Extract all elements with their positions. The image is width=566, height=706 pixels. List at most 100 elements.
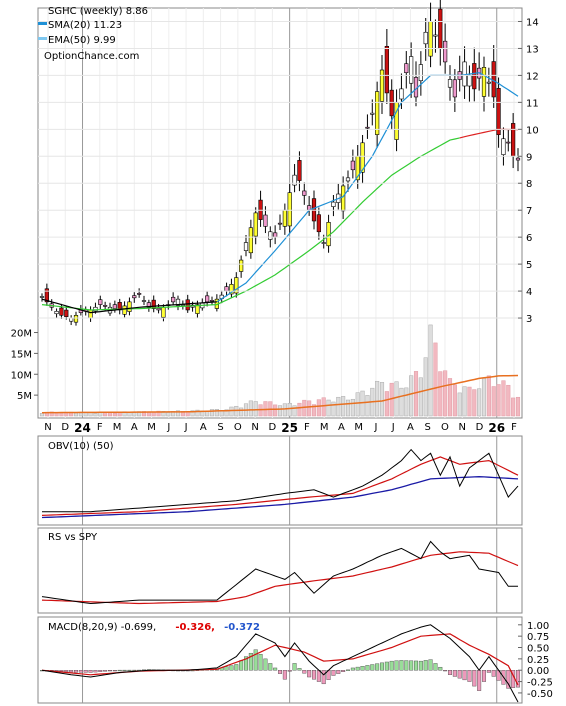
price-tick-label: 10 [526,125,539,136]
macd-hist-bar [428,659,433,671]
volume-bar [491,386,496,417]
price-tick-label: 6 [526,233,532,244]
macd-hist-bar [273,667,278,671]
macd-hist-bar [394,660,399,671]
candle-body [292,174,297,186]
macd-hist-bar [447,670,453,675]
candle-body [297,160,302,181]
x-label: S [425,422,431,433]
candle-body [137,293,142,295]
volume-bar [418,377,423,417]
candle-body [365,126,370,129]
x-label: O [234,422,242,433]
macd-hist-bar [360,666,365,671]
candle-body [282,209,287,227]
macd-hist-bar [481,670,487,682]
x-label: N [44,422,51,433]
volume-bar [511,397,516,417]
volume-bar [214,409,219,417]
x-axis-labels: N D 24 F M A M J J A S O N D 25 F M A M J J A S O N D 26 F [44,421,517,435]
macd-hist-bar [117,669,122,672]
macd-hist-bar [107,670,113,672]
candle-body [515,157,521,161]
macd-hist-bar [375,663,380,671]
volume-bar [209,409,215,417]
x-label: J [166,422,170,433]
volume-bar [447,378,453,417]
volume-bar [277,405,283,417]
x-label: A [407,422,414,433]
price-tick-label: 7 [526,206,532,217]
candle-body [443,40,448,63]
candle-body [433,34,438,37]
price-axis-ticks: 14 13 12 11 10 9 8 7 6 5 4 3 [38,17,539,325]
candle-body [302,190,307,196]
candle-body [399,88,404,100]
x-label: J [373,422,377,433]
x-label: A [131,422,138,433]
candle-body [481,67,487,97]
price-tick-label: 9 [526,152,532,163]
macd-hist-bar [224,666,229,671]
macd-tick-label: -0.50 [527,689,553,700]
rs-grid [82,528,498,613]
volume-bar [253,401,258,417]
volume-bar [292,405,297,417]
candle-body [54,310,59,315]
volume-bar [409,375,414,417]
candle-body [316,214,321,233]
candle-body [59,307,64,316]
volume-bar [486,375,491,417]
macd-hist-bar [122,669,127,672]
volume-bar [515,396,521,417]
macd-hist-bar [83,670,88,673]
volume-bar [375,380,380,417]
candle-body [234,277,239,294]
volume-bar [59,412,64,417]
price-tick-label: 3 [526,314,532,325]
candle-body [404,63,409,74]
volume-tick-label: 5M [17,391,32,402]
price-tick-label: 11 [526,98,539,109]
volume-bar [248,400,253,417]
macd-axis-ticks: 1.000.750.500.250.00-0.25-0.50 [518,621,553,700]
macd-hist-bar [472,670,477,687]
macd-hist-bar [409,660,414,671]
macd-hist-bar [239,660,244,671]
macd-hist-bar [336,670,341,674]
volume-bar [195,409,200,417]
macd-hist-bar [287,670,292,672]
macd-hist-bar [297,668,302,671]
macd-hist-bar [462,670,467,681]
macd-hist-bar [112,670,117,672]
macd-hist-bar [345,669,351,671]
macd-hist-bar [263,658,268,671]
candle-body [44,288,49,303]
x-label: M [113,422,122,433]
macd-hist-bar [452,670,457,677]
obv-line [42,448,519,513]
volume-bar [166,412,171,417]
candle-body [384,45,389,94]
candle-body [273,232,278,238]
rs-line [41,540,518,605]
macd-hist-bar [418,660,423,671]
x-label: M [320,422,329,433]
x-label: J [184,422,188,433]
candle-body [253,212,258,237]
macd-value: MACD(8,20,9) -0.699, [48,622,156,633]
macd-hist-bar [379,662,385,671]
macd-hist-bar [399,660,404,671]
macd-hist-bar [355,666,360,671]
macd-hist-bar [443,670,448,672]
candle-body [171,296,176,303]
macd-hist-bar [413,660,419,671]
x-label: J [391,422,395,433]
candle-body [151,299,156,309]
candle-body [122,305,127,315]
obv-average-line [41,456,519,516]
candle-body [379,69,385,102]
macd-hist-bar [268,663,273,671]
macd-tick-label: -0.25 [527,678,553,689]
